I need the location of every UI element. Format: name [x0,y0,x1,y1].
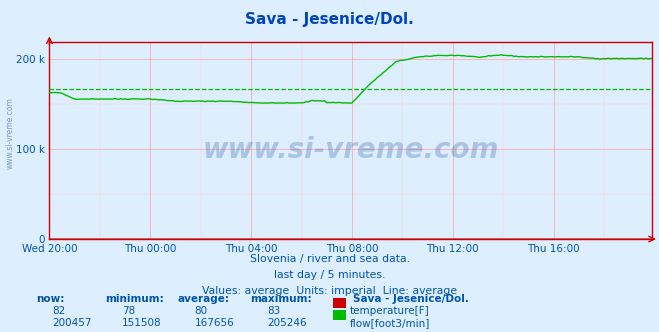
Text: 78: 78 [122,306,135,316]
Text: 167656: 167656 [194,318,234,328]
Text: Sava - Jesenice/Dol.: Sava - Jesenice/Dol. [245,12,414,27]
Text: 151508: 151508 [122,318,161,328]
Text: Sava - Jesenice/Dol.: Sava - Jesenice/Dol. [353,294,469,304]
Text: www.si-vreme.com: www.si-vreme.com [203,136,499,164]
Text: now:: now: [36,294,65,304]
Text: minimum:: minimum: [105,294,164,304]
Text: average:: average: [178,294,230,304]
Text: flow[foot3/min]: flow[foot3/min] [349,318,430,328]
Text: 83: 83 [267,306,280,316]
Text: Slovenia / river and sea data.: Slovenia / river and sea data. [250,254,409,264]
Text: Values: average  Units: imperial  Line: average: Values: average Units: imperial Line: av… [202,286,457,296]
Text: last day / 5 minutes.: last day / 5 minutes. [273,270,386,280]
Text: 205246: 205246 [267,318,306,328]
Text: www.si-vreme.com: www.si-vreme.com [5,97,14,169]
Text: 82: 82 [53,306,66,316]
Text: temperature[F]: temperature[F] [349,306,429,316]
Text: maximum:: maximum: [250,294,312,304]
Text: 200457: 200457 [53,318,92,328]
Text: 80: 80 [194,306,208,316]
